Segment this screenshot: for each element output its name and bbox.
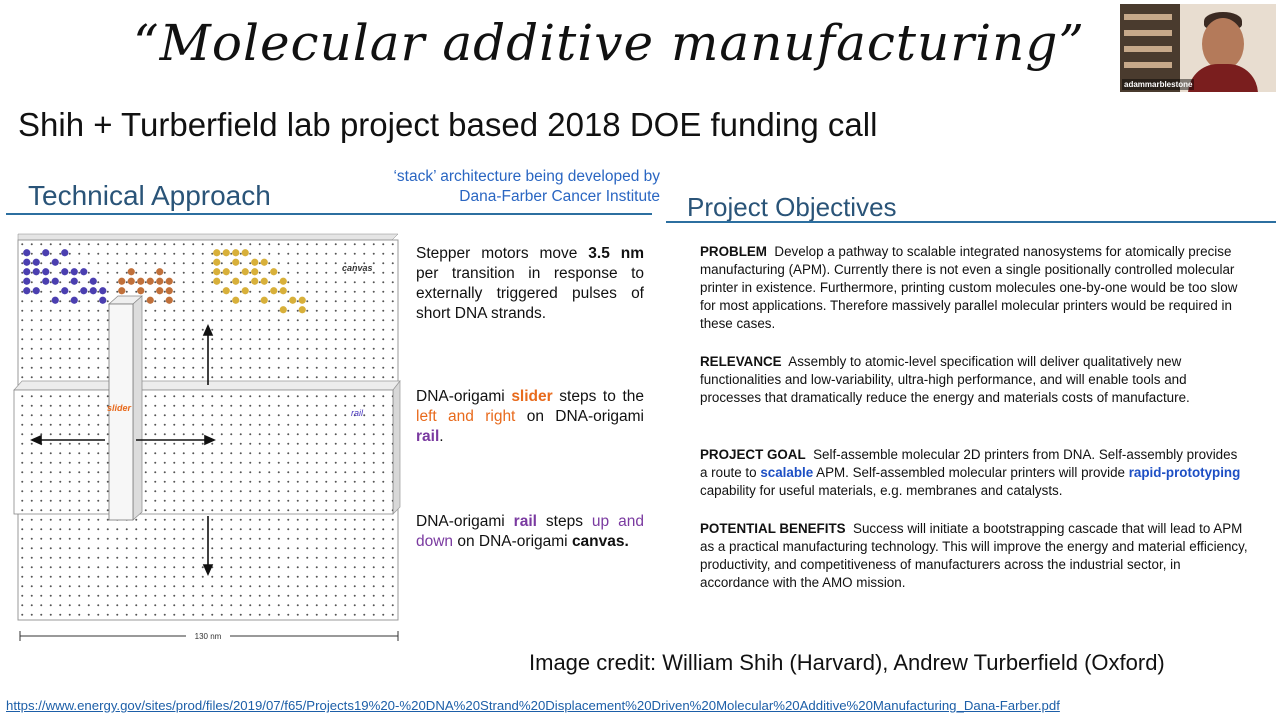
objective-project-goal: PROJECT GOAL Self-assemble molecular 2D … — [700, 447, 1242, 498]
source-link[interactable]: https://www.energy.gov/sites/prod/files/… — [6, 698, 1060, 713]
molecule-dot — [51, 258, 59, 266]
molecule-dot — [270, 287, 278, 295]
molecule-dot — [32, 258, 40, 266]
objectives-heading-rule — [666, 221, 1276, 223]
molecule-dot — [165, 287, 173, 295]
molecule-dot — [51, 296, 59, 304]
participant-name-label: adammarblestone — [1122, 79, 1195, 90]
step-slider: DNA-origami slider steps to the left and… — [416, 388, 644, 445]
objective-potential-benefits: POTENTIAL BENEFITS Success will initiate… — [700, 521, 1252, 590]
molecule-dot — [156, 287, 164, 295]
image-credit: Image credit: William Shih (Harvard), An… — [529, 650, 1165, 675]
molecule-dot — [70, 277, 78, 285]
molecule-dot — [222, 287, 230, 295]
molecule-dot — [279, 287, 287, 295]
molecule-dot — [32, 287, 40, 295]
molecule-dot — [89, 277, 97, 285]
scale-label: 130 nm — [195, 632, 222, 641]
molecule-dot — [232, 277, 240, 285]
molecule-dot — [61, 268, 69, 276]
molecule-dot — [232, 258, 240, 266]
molecule-dot — [51, 277, 59, 285]
stack-architecture-note: ‘stack’ architecture being developed by … — [393, 168, 660, 205]
molecule-dot — [32, 268, 40, 276]
dna-origami-printer-diagram: canvas rail slider 130 nm — [13, 233, 401, 641]
molecule-dot — [146, 277, 154, 285]
molecule-dot — [260, 277, 268, 285]
molecule-dot — [70, 268, 78, 276]
molecule-dot — [260, 258, 268, 266]
canvas-label: canvas — [342, 263, 373, 273]
molecule-dot — [222, 268, 230, 276]
molecule-dot — [61, 287, 69, 295]
technical-heading-rule — [6, 213, 652, 215]
molecule-dot — [279, 277, 287, 285]
molecule-dot — [146, 296, 154, 304]
slide-subtitle: Shih + Turberfield lab project based 201… — [18, 106, 878, 143]
molecule-dot — [270, 268, 278, 276]
molecule-dot — [42, 268, 50, 276]
molecule-dot — [279, 306, 287, 314]
objective-problem: PROBLEM Develop a pathway to scalable in… — [700, 244, 1242, 331]
molecule-dot — [289, 296, 297, 304]
slider-block — [108, 303, 134, 521]
objective-relevance: RELEVANCE Assembly to atomic-level speci… — [700, 354, 1191, 405]
molecule-dot — [99, 296, 107, 304]
molecule-dot — [213, 258, 221, 266]
molecule-dot — [80, 268, 88, 276]
molecule-dot — [213, 249, 221, 257]
molecule-dot — [251, 277, 259, 285]
project-objectives-heading: Project Objectives — [687, 192, 897, 222]
molecule-dot — [61, 249, 69, 257]
step-stepper-motors: Stepper motors move 3.5 nm per transitio… — [416, 245, 645, 322]
molecule-dot — [99, 287, 107, 295]
participant-video-thumbnail[interactable]: adammarblestone — [1120, 4, 1276, 92]
molecule-dot — [232, 296, 240, 304]
molecule-dot — [42, 249, 50, 257]
molecule-dot — [118, 287, 126, 295]
molecule-dot — [23, 249, 31, 257]
molecule-dot — [23, 277, 31, 285]
molecule-dot — [213, 268, 221, 276]
rail-label: rail — [351, 408, 364, 418]
molecule-dot — [23, 287, 31, 295]
molecule-dot — [241, 249, 249, 257]
molecule-dot — [42, 277, 50, 285]
slider-label: slider — [107, 403, 132, 413]
molecule-dot — [260, 296, 268, 304]
molecule-dot — [241, 287, 249, 295]
molecule-dot — [80, 287, 88, 295]
molecule-dot — [127, 277, 135, 285]
molecule-dot — [165, 277, 173, 285]
molecule-dot — [232, 249, 240, 257]
molecule-dot — [70, 296, 78, 304]
molecule-dot — [213, 277, 221, 285]
molecule-dot — [298, 296, 306, 304]
molecule-dot — [251, 258, 259, 266]
molecule-dot — [156, 277, 164, 285]
molecule-dot — [251, 268, 259, 276]
technical-approach-heading: Technical Approach — [28, 180, 271, 211]
molecule-dot — [222, 249, 230, 257]
molecule-dot — [23, 268, 31, 276]
molecule-dot — [137, 287, 145, 295]
molecule-dot — [118, 277, 126, 285]
participant-face — [1202, 18, 1244, 70]
molecule-dot — [137, 277, 145, 285]
molecule-dot — [165, 296, 173, 304]
molecule-dot — [298, 306, 306, 314]
molecule-dot — [241, 268, 249, 276]
molecule-dot — [156, 268, 164, 276]
molecule-dot — [127, 268, 135, 276]
molecule-dot — [23, 258, 31, 266]
molecule-dot — [89, 287, 97, 295]
slide-title: “Molecular additive manufacturing” — [133, 14, 1085, 72]
step-rail: DNA-origami rail steps up and down on DN… — [416, 513, 644, 550]
